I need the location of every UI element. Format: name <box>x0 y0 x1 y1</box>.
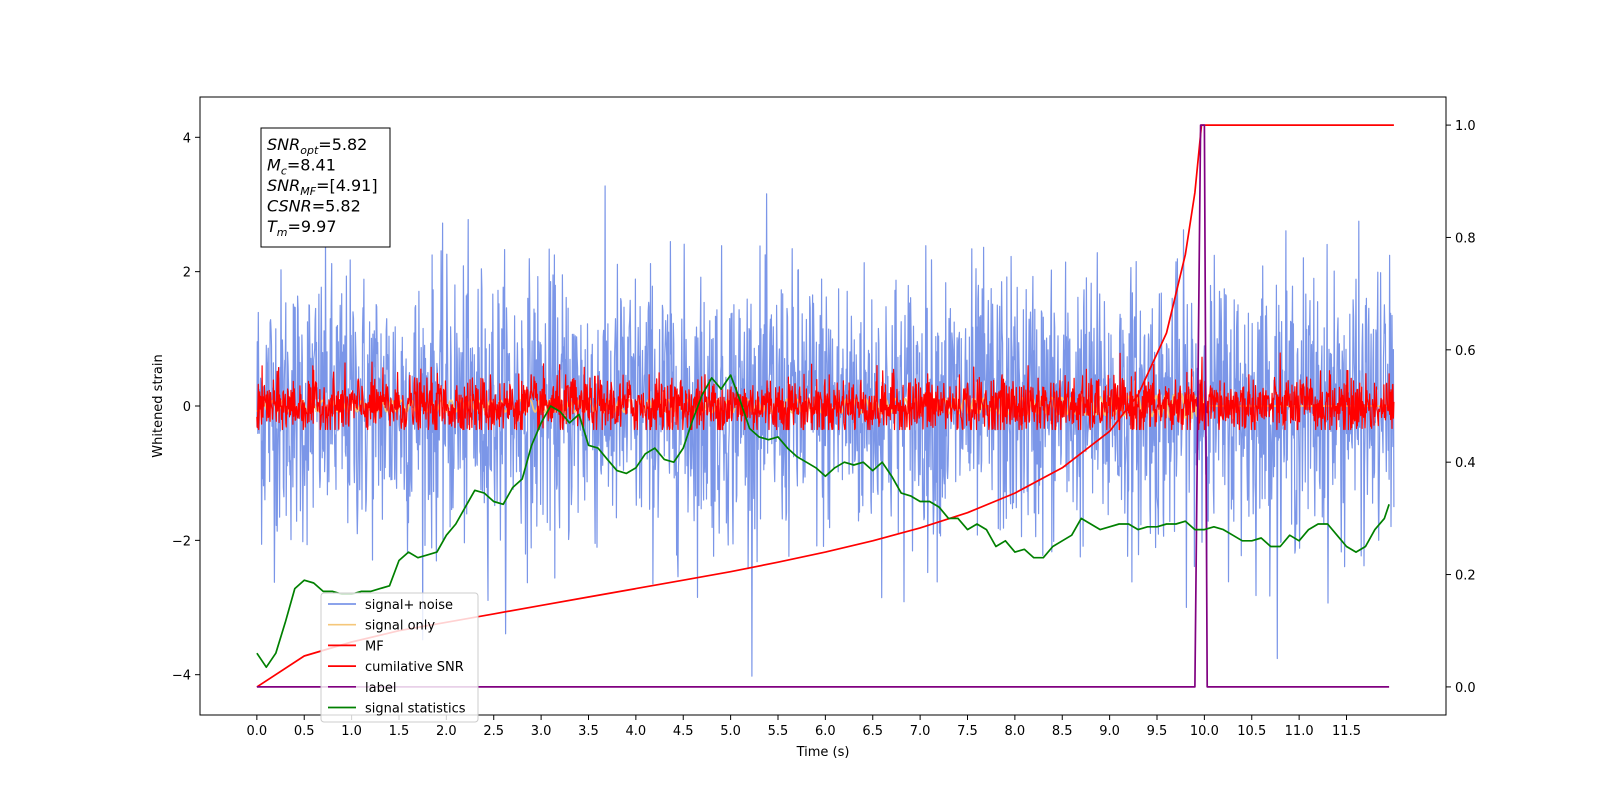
annotation-line: SNRopt=5.82 <box>267 135 367 157</box>
annotation-line: Tm=9.97 <box>267 217 337 239</box>
x-tick-label: 11.0 <box>1285 724 1314 739</box>
y2-tick-label: 0.2 <box>1455 569 1476 584</box>
y-axis-label: Whitened strain <box>151 354 166 457</box>
x-tick-label: 0.5 <box>294 724 315 739</box>
annotation-frame <box>260 127 391 248</box>
y-tick-label: −2 <box>172 534 191 549</box>
series-mf <box>256 352 1395 431</box>
annotation-box: SNRopt=5.82Mc=8.41SNRMF=[4.91]CSNR=5.82T… <box>260 127 391 248</box>
y-tick-label: 0 <box>183 400 191 415</box>
y-axis-left: 4 2 0 −2 −4 <box>172 131 200 684</box>
annotation-line: Mc=8.41 <box>267 156 336 178</box>
y-tick-label: −4 <box>172 669 191 684</box>
x-tick-label: 11.5 <box>1332 724 1361 739</box>
legend: signal+ noise signal only MF cumilative SNR… <box>320 592 479 723</box>
x-tick-label: 5.5 <box>768 724 789 739</box>
x-tick-label: 9.5 <box>1147 724 1168 739</box>
x-tick-label: 9.0 <box>1099 724 1120 739</box>
x-tick-label: 4.5 <box>673 724 694 739</box>
x-tick-label: 3.0 <box>531 724 552 739</box>
x-tick-label: 5.0 <box>720 724 741 739</box>
x-tick-label: 7.0 <box>910 724 931 739</box>
x-tick-label: 8.0 <box>1005 724 1026 739</box>
y2-tick-label: 0.8 <box>1455 231 1476 246</box>
legend-entry: label <box>365 681 396 696</box>
legend-entry: signal+ noise <box>365 598 453 613</box>
x-axis: 0.0 0.5 1.0 1.5 2.0 2.5 3.0 3.5 4.0 4.5 5.0 5.5 6.0 6… <box>247 715 1361 739</box>
y2-tick-label: 0.0 <box>1455 681 1476 696</box>
y-axis-right: 1.0 0.8 0.6 0.4 0.2 0.0 <box>1446 119 1476 696</box>
y2-tick-label: 0.6 <box>1455 344 1476 359</box>
legend-frame <box>320 592 479 723</box>
x-tick-label: 3.5 <box>578 724 599 739</box>
legend-entry: MF <box>365 639 384 654</box>
y-tick-label: 2 <box>183 266 191 281</box>
legend-entry: cumilative SNR <box>365 660 464 675</box>
y2-tick-label: 0.4 <box>1455 456 1476 471</box>
annotation-line: SNRMF=[4.91] <box>267 176 378 198</box>
y-tick-label: 4 <box>183 131 191 146</box>
x-tick-label: 2.0 <box>436 724 457 739</box>
x-tick-label: 8.5 <box>1052 724 1073 739</box>
x-tick-label: 4.0 <box>626 724 647 739</box>
series-signal-statistics <box>256 374 1390 669</box>
legend-entry: signal statistics <box>365 702 466 717</box>
series-label <box>256 124 1390 688</box>
x-tick-label: 0.0 <box>247 724 268 739</box>
x-tick-label: 10.5 <box>1237 724 1266 739</box>
legend-entry: signal only <box>365 619 435 634</box>
x-tick-label: 2.5 <box>483 724 504 739</box>
x-tick-label: 6.0 <box>815 724 836 739</box>
x-axis-label: Time (s) <box>796 745 850 760</box>
x-tick-label: 1.0 <box>341 724 362 739</box>
x-tick-label: 10.0 <box>1190 724 1219 739</box>
x-tick-label: 1.5 <box>389 724 410 739</box>
annotation-line: CSNR=5.82 <box>267 197 361 216</box>
x-tick-label: 6.5 <box>862 724 883 739</box>
x-tick-label: 7.5 <box>957 724 978 739</box>
y2-tick-label: 1.0 <box>1455 119 1476 134</box>
